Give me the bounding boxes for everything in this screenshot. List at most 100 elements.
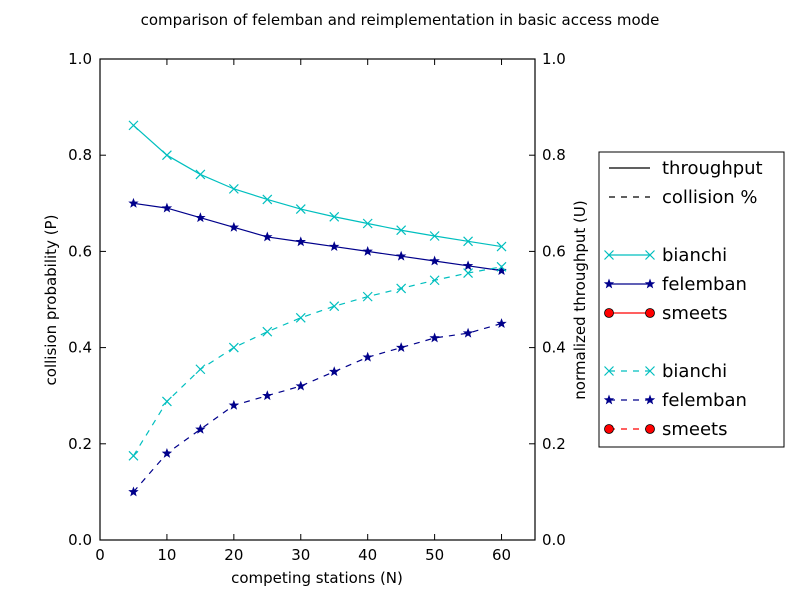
legend-marker	[604, 250, 614, 260]
data-point	[329, 211, 340, 222]
data-point	[362, 351, 373, 362]
y-left-tick-label: 1.0	[68, 50, 92, 68]
data-point	[462, 260, 474, 271]
data-point	[161, 202, 173, 213]
data-point	[496, 261, 507, 272]
series-layer	[128, 120, 507, 497]
data-point	[463, 236, 474, 247]
data-point	[161, 447, 173, 458]
legend-marker	[645, 424, 655, 434]
data-point	[195, 169, 206, 180]
y-left-tick-label: 0.2	[68, 435, 92, 453]
legend: throughput collision % bianchi felemban smee…	[598, 151, 785, 448]
legend-marker	[603, 394, 615, 405]
data-point	[128, 486, 139, 497]
x-tick-label: 30	[291, 546, 310, 564]
data-point	[128, 120, 139, 131]
y-left-tick-label: 0.6	[68, 242, 92, 260]
y-left-tick-label: 0.4	[68, 339, 92, 357]
data-point	[496, 318, 507, 328]
y-right-tick-label: 0.4	[542, 339, 566, 357]
legend-entries: throughput collision % bianchi felemban smee…	[603, 158, 763, 440]
data-point	[195, 423, 206, 434]
legend-label: smeets	[662, 303, 728, 324]
legend-entry-bianchi: bianchi	[604, 245, 727, 266]
legend-entry-throughput: throughput	[609, 158, 763, 179]
y-right-tick-label: 0.6	[542, 242, 566, 260]
y-right-tick-label: 0.2	[542, 435, 566, 453]
data-point	[195, 212, 206, 223]
legend-entry-collision-: collision %	[609, 187, 758, 208]
data-point	[329, 241, 340, 252]
legend-label: collision %	[662, 187, 758, 208]
y-right-tick-label: 0.0	[542, 531, 566, 549]
data-point	[429, 231, 440, 241]
x-tick-label: 60	[492, 546, 511, 564]
series-line	[133, 124, 502, 248]
data-point	[228, 342, 239, 353]
legend-marker	[604, 366, 614, 376]
plot-frame	[99, 58, 536, 541]
x-tick-label: 0	[95, 546, 105, 564]
data-point	[295, 312, 306, 323]
data-point	[362, 218, 373, 229]
chart-title: comparison of felemban and reimplementat…	[141, 11, 660, 29]
series-bianchi-throughput	[128, 120, 507, 252]
data-point	[262, 326, 273, 337]
legend-label: bianchi	[662, 245, 727, 266]
legend-marker	[644, 394, 656, 405]
data-point	[295, 236, 306, 247]
data-point	[395, 342, 407, 353]
data-point	[128, 450, 139, 461]
legend-marker	[603, 278, 615, 289]
legend-entry-smeets: smeets	[604, 419, 728, 440]
data-point	[462, 327, 474, 338]
data-point	[228, 183, 239, 194]
data-point	[295, 204, 306, 214]
series-felemban-collision	[128, 318, 507, 497]
y-right-tick-label: 0.8	[542, 146, 566, 164]
data-point	[329, 366, 340, 377]
y-axis-left-label: collision probability (P)	[42, 215, 60, 386]
y-left-tick-label: 0.8	[68, 146, 92, 164]
legend-marker	[645, 308, 655, 318]
legend-entry-bianchi: bianchi	[604, 361, 727, 382]
legend-marker	[645, 250, 655, 260]
data-point	[496, 265, 507, 276]
data-point	[228, 221, 240, 232]
data-point	[295, 380, 306, 391]
data-point	[228, 399, 240, 410]
data-point	[362, 245, 373, 256]
legend-label: felemban	[662, 274, 747, 295]
legend-label: felemban	[662, 390, 747, 411]
data-point	[396, 225, 407, 236]
plot-area	[99, 58, 536, 541]
data-point	[195, 364, 206, 375]
legend-marker	[644, 278, 656, 289]
series-line	[132, 266, 502, 457]
data-point	[396, 283, 407, 294]
data-point	[395, 250, 407, 261]
legend-marker	[604, 308, 614, 318]
data-point	[463, 268, 474, 278]
series-bianchi-collision	[128, 261, 507, 461]
data-point	[429, 255, 440, 266]
legend-entry-felemban: felemban	[603, 390, 747, 411]
y-left-tick-label: 0.0	[68, 531, 92, 549]
x-tick-label: 10	[157, 546, 176, 564]
data-point	[161, 396, 172, 407]
x-tick-label: 40	[358, 546, 377, 564]
legend-entry-smeets: smeets	[604, 303, 728, 324]
legend-marker	[645, 366, 655, 376]
legend-box	[598, 151, 785, 448]
data-point	[161, 150, 172, 161]
data-point	[262, 231, 273, 242]
axis-layer: 0 10 20 30 40 50 60 0.0 0.0 0.2 0.2 0.4 0.4 0.6 0.6 0.8…	[68, 50, 566, 564]
series-felemban-throughput	[128, 197, 507, 276]
data-point	[262, 390, 273, 401]
data-point	[262, 194, 273, 205]
x-tick-label: 50	[425, 546, 444, 564]
series-line	[133, 202, 502, 272]
legend-label: throughput	[662, 158, 763, 179]
